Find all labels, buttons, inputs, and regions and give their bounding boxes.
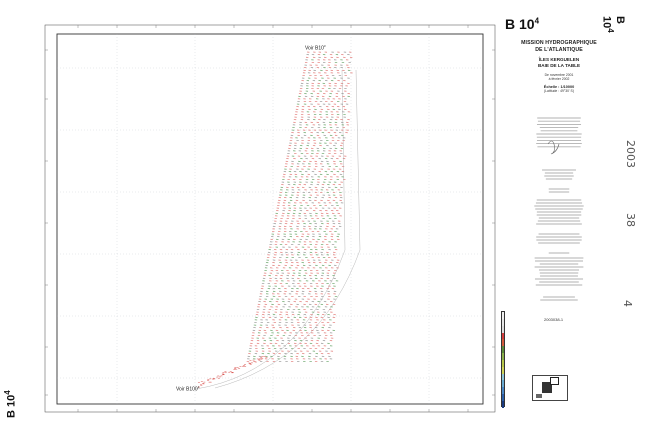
latitude: (Latitude : 49°30' S) xyxy=(544,89,574,94)
limit-line xyxy=(195,69,346,390)
title-panel: MISSION HYDROGRAPHIQUE DE L'ATLANTIQUE Î… xyxy=(500,40,618,93)
legend-swatch xyxy=(502,380,504,388)
legend-swatch xyxy=(502,318,504,326)
place-2: BAIE DE LA TABLE xyxy=(537,62,581,68)
legend-swatch xyxy=(502,339,504,347)
soundings xyxy=(195,51,361,390)
graticule xyxy=(57,34,483,404)
legend-swatch xyxy=(502,359,504,367)
legend-swatch xyxy=(502,332,504,340)
depth-legend xyxy=(501,311,505,408)
frame-ticks xyxy=(45,25,495,412)
legend-swatch xyxy=(502,394,504,401)
voir-bottom-label: Voir B1001 xyxy=(176,385,200,393)
inset-land xyxy=(542,382,552,393)
limit-line xyxy=(214,69,361,389)
mission-title-1: MISSION HYDROGRAPHIQUE xyxy=(521,40,597,46)
legend-swatch xyxy=(502,387,504,395)
legend-swatch xyxy=(502,325,504,333)
date-to: à février 2002 xyxy=(548,77,570,82)
legend-swatch xyxy=(502,353,504,360)
handwritten-top: 2003 xyxy=(624,140,637,168)
sheet-title: B 104 xyxy=(505,16,540,32)
inner-frame xyxy=(56,33,484,405)
location-inset xyxy=(532,375,568,401)
legend-swatch xyxy=(502,346,504,354)
scale: Échelle : 1/10000 xyxy=(543,84,575,89)
date-from: De novembre 2001 xyxy=(544,73,574,78)
voir-top-label: Voir B103 xyxy=(305,44,326,52)
legend-swatch xyxy=(502,400,504,408)
handwritten-mid: 38 xyxy=(624,213,637,227)
legend-swatch xyxy=(502,312,504,319)
place-1: ÎLES KERGUELEN xyxy=(538,57,580,62)
signature xyxy=(547,140,560,155)
inset-land-2 xyxy=(536,394,542,398)
mission-title-2: DE L'ATLANTIQUE xyxy=(535,46,583,53)
handwritten-low: 4 xyxy=(621,300,634,307)
outer-frame xyxy=(44,24,496,413)
legend-swatch xyxy=(502,366,504,374)
inset-area-box xyxy=(550,377,559,385)
legend-swatch xyxy=(502,373,504,381)
archive-stamp: 2003038-1 xyxy=(544,317,564,322)
